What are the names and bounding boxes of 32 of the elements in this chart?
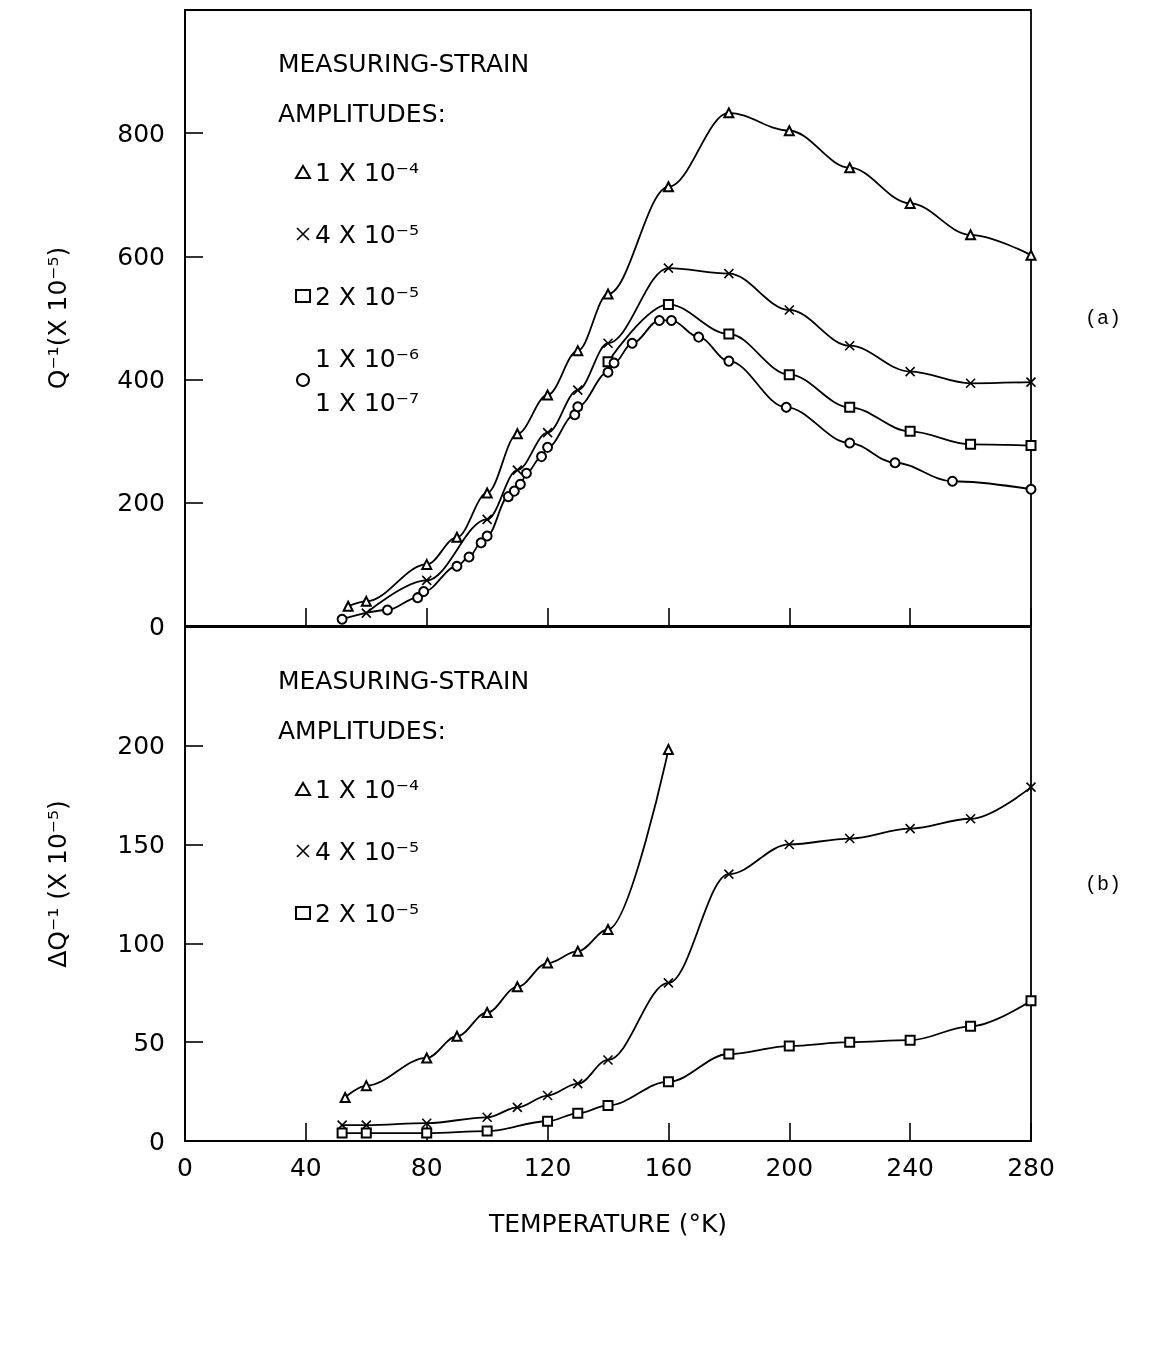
- x-axis-title: TEMPERATURE (°K): [487, 1209, 728, 1238]
- x-tick-label: 240: [886, 1153, 934, 1182]
- text: (b): [1085, 872, 1122, 896]
- legend-title: MEASURING-STRAIN AMPLITUDES:: [278, 665, 530, 745]
- y-tick-label: 0: [149, 1126, 165, 1156]
- y-tick-label: 200: [117, 731, 165, 761]
- x-tick-label: 0: [177, 1153, 193, 1182]
- x-tick-label: 200: [765, 1153, 814, 1182]
- y-tick-label: 100: [117, 928, 165, 958]
- y-tick-label: 800: [117, 118, 165, 148]
- y-tick-label: 200: [117, 488, 165, 518]
- x-tick-label: 160: [644, 1153, 693, 1182]
- legend-label: 4 X 10⁻⁵: [315, 219, 419, 249]
- y-tick-label: 50: [133, 1027, 165, 1057]
- legend-label: 1 X 10⁻⁶ 1 X 10⁻⁷: [315, 343, 419, 417]
- y-tick-label: 400: [117, 365, 165, 395]
- legend-title: MEASURING-STRAIN AMPLITUDES:: [278, 48, 530, 128]
- x-tick-label: 40: [289, 1153, 322, 1182]
- legend-label: 2 X 10⁻⁵: [315, 898, 419, 928]
- text: (a): [1085, 306, 1122, 330]
- y-tick-label: 0: [149, 611, 165, 641]
- legend-label: 2 X 10⁻⁵: [315, 281, 419, 311]
- y-axis-title: Q⁻¹(X 10⁻⁵): [43, 246, 72, 390]
- x-tick-label: 280: [1007, 1153, 1055, 1182]
- y-tick-label: 600: [117, 241, 165, 271]
- x-tick-label: 80: [410, 1153, 443, 1182]
- legend-label: 4 X 10⁻⁵: [315, 836, 419, 866]
- y-tick-label: 150: [117, 829, 165, 859]
- legend-label: 1 X 10⁻⁴: [315, 774, 419, 804]
- legend-label: 1 X 10⁻⁴: [315, 157, 419, 187]
- x-tick-label: 120: [523, 1153, 572, 1182]
- y-axis-title: ΔQ⁻¹ (X 10⁻⁵): [43, 800, 72, 968]
